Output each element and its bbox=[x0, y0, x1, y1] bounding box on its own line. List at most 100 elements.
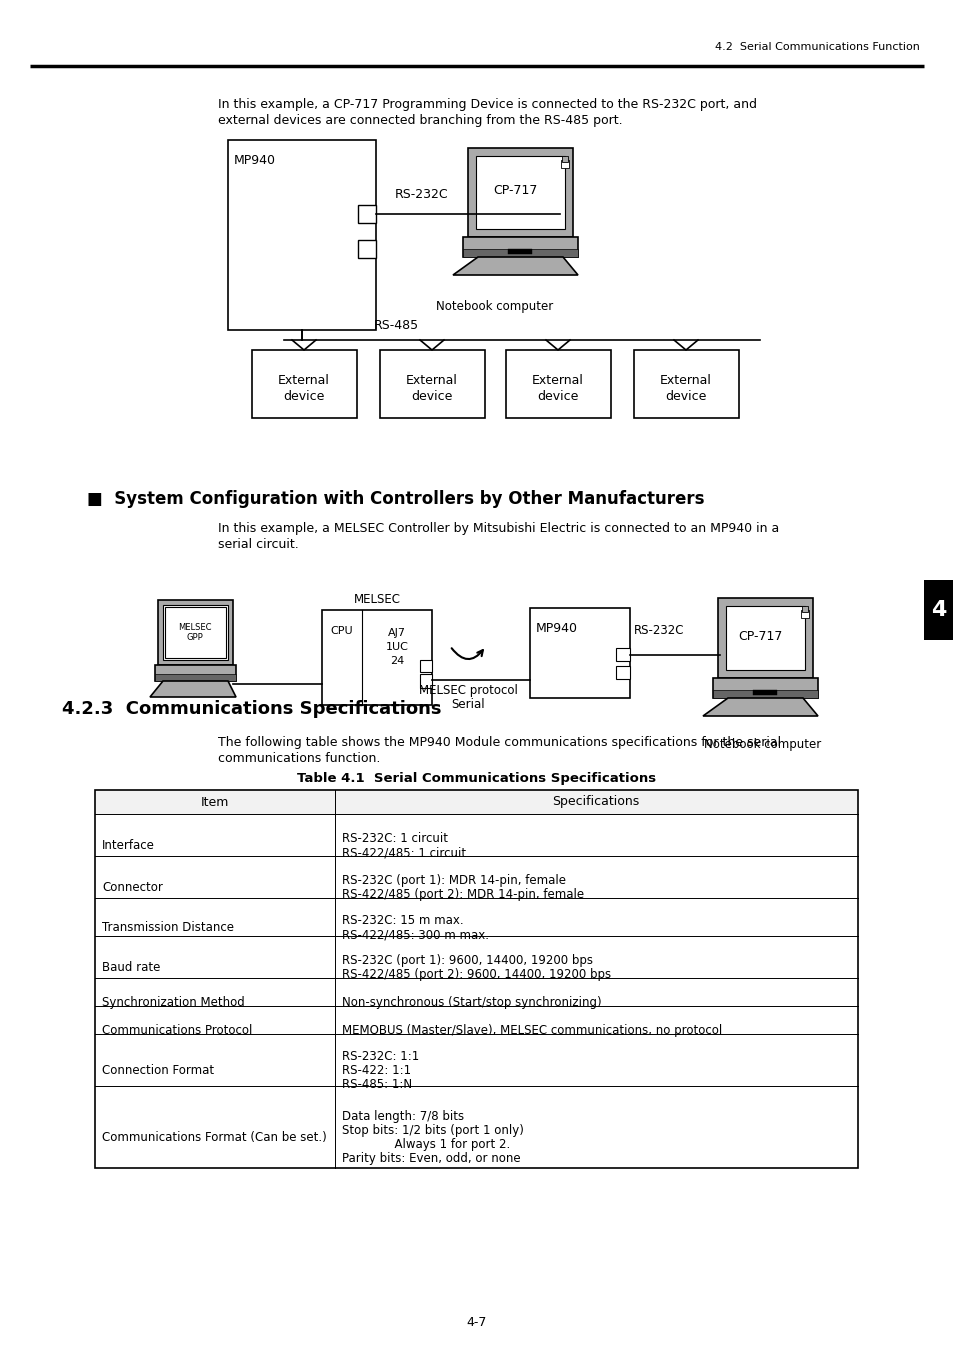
Text: RS-422/485 (port 2): MDR 14-pin, female: RS-422/485 (port 2): MDR 14-pin, female bbox=[341, 888, 583, 901]
Text: Item: Item bbox=[200, 796, 229, 808]
Text: MP940: MP940 bbox=[233, 154, 275, 168]
Text: RS-232C: RS-232C bbox=[634, 624, 684, 638]
Bar bbox=[95, 857, 857, 898]
Text: external devices are connected branching from the RS-485 port.: external devices are connected branching… bbox=[218, 113, 622, 127]
Text: Data length: 7/8 bits: Data length: 7/8 bits bbox=[341, 1111, 464, 1123]
Bar bbox=[357, 205, 375, 223]
Text: Communications Format (Can be set.): Communications Format (Can be set.) bbox=[102, 1131, 327, 1144]
Text: Connection Format: Connection Format bbox=[102, 1065, 213, 1077]
Bar bbox=[530, 608, 629, 698]
Bar bbox=[154, 665, 235, 681]
Text: External: External bbox=[659, 374, 711, 386]
Bar bbox=[228, 141, 375, 330]
Text: MEMOBUS (Master/Slave), MELSEC communications, no protocol: MEMOBUS (Master/Slave), MELSEC communica… bbox=[341, 1024, 721, 1038]
Text: 24: 24 bbox=[390, 657, 404, 666]
Text: RS-232C: 1:1: RS-232C: 1:1 bbox=[341, 1050, 418, 1063]
Bar bbox=[801, 607, 807, 612]
Text: MP940: MP940 bbox=[536, 621, 578, 635]
Bar bbox=[718, 598, 812, 678]
Text: RS-485: 1:N: RS-485: 1:N bbox=[341, 1078, 412, 1092]
Bar bbox=[95, 815, 857, 857]
Text: CP-717: CP-717 bbox=[737, 630, 781, 643]
Bar bbox=[468, 149, 573, 236]
Bar bbox=[752, 690, 776, 694]
Text: Baud rate: Baud rate bbox=[102, 961, 160, 974]
Bar bbox=[252, 350, 356, 417]
Text: 4-7: 4-7 bbox=[466, 1316, 487, 1329]
Bar bbox=[154, 674, 235, 681]
Text: Communications Protocol: Communications Protocol bbox=[102, 1024, 253, 1038]
Text: RS-485: RS-485 bbox=[374, 319, 418, 332]
Text: RS-232C (port 1): 9600, 14400, 19200 bps: RS-232C (port 1): 9600, 14400, 19200 bps bbox=[341, 954, 593, 967]
Text: 4: 4 bbox=[930, 600, 945, 620]
Bar bbox=[419, 674, 432, 688]
Text: In this example, a CP-717 Programming Device is connected to the RS-232C port, a: In this example, a CP-717 Programming De… bbox=[218, 99, 757, 111]
Text: Connector: Connector bbox=[102, 881, 163, 894]
Text: RS-422: 1:1: RS-422: 1:1 bbox=[341, 1065, 411, 1077]
Text: CP-717: CP-717 bbox=[493, 184, 537, 196]
Text: Table 4.1  Serial Communications Specifications: Table 4.1 Serial Communications Specific… bbox=[297, 771, 656, 785]
Text: External: External bbox=[277, 374, 330, 386]
Bar bbox=[561, 155, 567, 162]
Text: Synchronization Method: Synchronization Method bbox=[102, 996, 245, 1009]
Bar bbox=[165, 607, 226, 658]
Bar bbox=[712, 690, 817, 698]
Text: Stop bits: 1/2 bits (port 1 only): Stop bits: 1/2 bits (port 1 only) bbox=[341, 1124, 523, 1138]
Text: device: device bbox=[537, 390, 578, 403]
Bar bbox=[616, 648, 629, 661]
Text: 1UC: 1UC bbox=[385, 642, 408, 653]
Text: RS-422/485 (port 2): 9600, 14400, 19200 bps: RS-422/485 (port 2): 9600, 14400, 19200 … bbox=[341, 969, 611, 981]
Text: 4.2  Serial Communications Function: 4.2 Serial Communications Function bbox=[715, 42, 919, 51]
Bar bbox=[95, 1006, 857, 1034]
Bar bbox=[95, 790, 857, 1169]
Bar bbox=[158, 600, 233, 665]
Text: RS-422/485: 1 circuit: RS-422/485: 1 circuit bbox=[341, 846, 466, 859]
Text: Parity bits: Even, odd, or none: Parity bits: Even, odd, or none bbox=[341, 1152, 520, 1165]
Text: MELSEC protocol: MELSEC protocol bbox=[418, 684, 517, 697]
Text: 4.2.3  Communications Specifications: 4.2.3 Communications Specifications bbox=[62, 700, 441, 717]
Bar bbox=[923, 580, 953, 640]
Bar bbox=[616, 666, 629, 680]
Text: CPU: CPU bbox=[331, 626, 353, 636]
Text: Serial: Serial bbox=[451, 698, 484, 711]
Text: External: External bbox=[406, 374, 457, 386]
Text: Notebook computer: Notebook computer bbox=[703, 738, 821, 751]
Bar bbox=[322, 611, 432, 705]
Bar bbox=[462, 249, 578, 257]
Bar bbox=[357, 240, 375, 258]
Polygon shape bbox=[702, 698, 817, 716]
Polygon shape bbox=[150, 681, 235, 697]
Text: Specifications: Specifications bbox=[552, 796, 639, 808]
Bar bbox=[95, 898, 857, 936]
Bar bbox=[163, 605, 228, 661]
Text: Non-synchronous (Start/stop synchronizing): Non-synchronous (Start/stop synchronizin… bbox=[341, 996, 601, 1009]
Text: MELSEC: MELSEC bbox=[354, 593, 400, 607]
Text: RS-422/485: 300 m max.: RS-422/485: 300 m max. bbox=[341, 928, 489, 942]
Bar bbox=[419, 661, 432, 671]
Text: The following table shows the MP940 Module communications specifications for the: The following table shows the MP940 Modu… bbox=[218, 736, 781, 748]
Bar bbox=[560, 159, 568, 168]
Text: MELSEC: MELSEC bbox=[178, 624, 212, 632]
Text: In this example, a MELSEC Controller by Mitsubishi Electric is connected to an M: In this example, a MELSEC Controller by … bbox=[218, 521, 779, 535]
Text: Notebook computer: Notebook computer bbox=[436, 300, 553, 313]
Polygon shape bbox=[453, 257, 578, 276]
Text: RS-232C: 15 m max.: RS-232C: 15 m max. bbox=[341, 915, 463, 927]
Text: ■  System Configuration with Controllers by Other Manufacturers: ■ System Configuration with Controllers … bbox=[87, 490, 703, 508]
Text: GPP: GPP bbox=[187, 634, 203, 643]
Text: RS-232C (port 1): MDR 14-pin, female: RS-232C (port 1): MDR 14-pin, female bbox=[341, 874, 565, 888]
Bar bbox=[725, 607, 804, 670]
Bar bbox=[634, 350, 739, 417]
Text: device: device bbox=[664, 390, 706, 403]
Bar bbox=[95, 1086, 857, 1169]
Bar bbox=[95, 936, 857, 978]
Bar bbox=[476, 155, 564, 230]
Text: RS-232C: 1 circuit: RS-232C: 1 circuit bbox=[341, 832, 448, 844]
Bar bbox=[95, 1034, 857, 1086]
Text: device: device bbox=[283, 390, 324, 403]
Text: Transmission Distance: Transmission Distance bbox=[102, 921, 233, 934]
Bar bbox=[507, 249, 532, 254]
Bar bbox=[95, 790, 857, 815]
Text: communications function.: communications function. bbox=[218, 753, 380, 765]
Bar bbox=[712, 678, 817, 698]
Text: Always 1 for port 2.: Always 1 for port 2. bbox=[341, 1138, 510, 1151]
